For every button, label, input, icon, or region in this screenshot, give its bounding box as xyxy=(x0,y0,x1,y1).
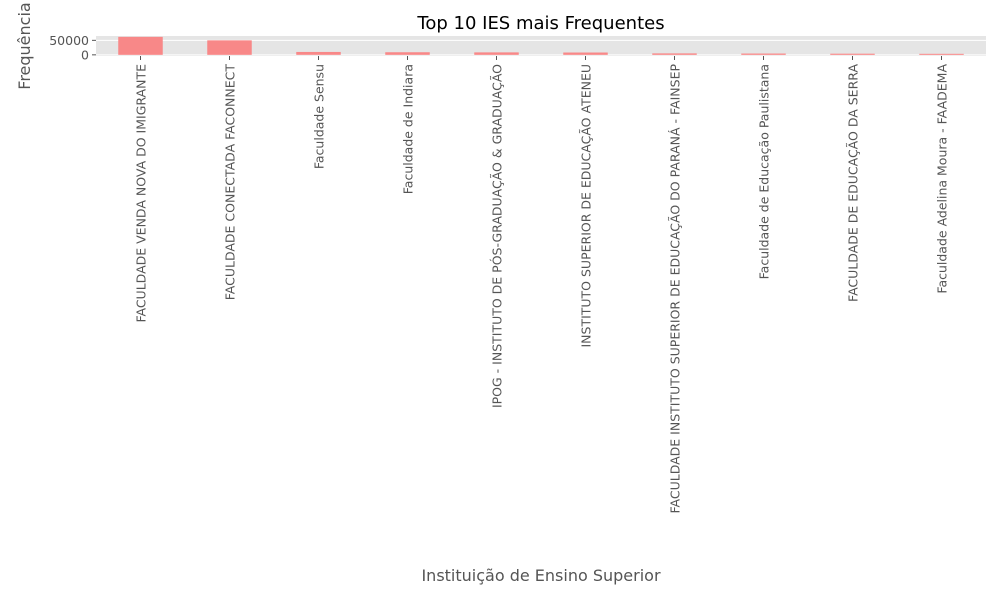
bar xyxy=(207,40,252,55)
bar xyxy=(830,53,875,55)
bar xyxy=(741,53,786,55)
x-tick-label: FACULDADE VENDA NOVA DO IMIGRANTE xyxy=(134,64,149,323)
bar xyxy=(652,53,697,55)
chart-title: Top 10 IES mais Frequentes xyxy=(416,13,664,34)
x-tick-label: FACULDADE INSTITUTO SUPERIOR DE EDUCAÇÃO… xyxy=(668,64,683,514)
bars xyxy=(118,36,964,55)
x-axis-label: Instituição de Ensino Superior xyxy=(421,566,660,585)
plot-area xyxy=(96,36,986,56)
y-tick-label: 0 xyxy=(81,47,89,62)
y-tick-label: 50000 xyxy=(49,33,89,48)
x-tick-label: INSTITUTO SUPERIOR DE EDUCAÇÃO ATENEU xyxy=(579,64,594,348)
y-axis-label: Frequência xyxy=(15,2,34,89)
bar xyxy=(919,53,964,55)
x-tick-label: Faculdade Adelina Moura - FAADEMA xyxy=(935,64,950,294)
x-tick-label: Faculdade Sensu xyxy=(312,64,327,169)
x-tick-label: FACULDADE DE EDUCAÇÃO DA SERRA xyxy=(846,64,861,302)
x-axis-ticks: FACULDADE VENDA NOVA DO IMIGRANTE FACULDA… xyxy=(134,56,950,514)
x-tick-label: FACULDADE CONECTADA FACONNECT xyxy=(223,64,238,301)
bar xyxy=(296,51,341,55)
x-tick-label: IPOG - INSTITUTO DE PÓS-GRADUAÇÃO & GRAD… xyxy=(490,64,505,408)
bar xyxy=(563,52,608,55)
bar xyxy=(474,52,519,55)
x-tick-label: Faculdade de Indiara xyxy=(401,64,416,194)
bar xyxy=(118,36,163,55)
x-tick-label: Faculdade de Educação Paulistana xyxy=(757,64,772,279)
bar xyxy=(385,52,430,55)
